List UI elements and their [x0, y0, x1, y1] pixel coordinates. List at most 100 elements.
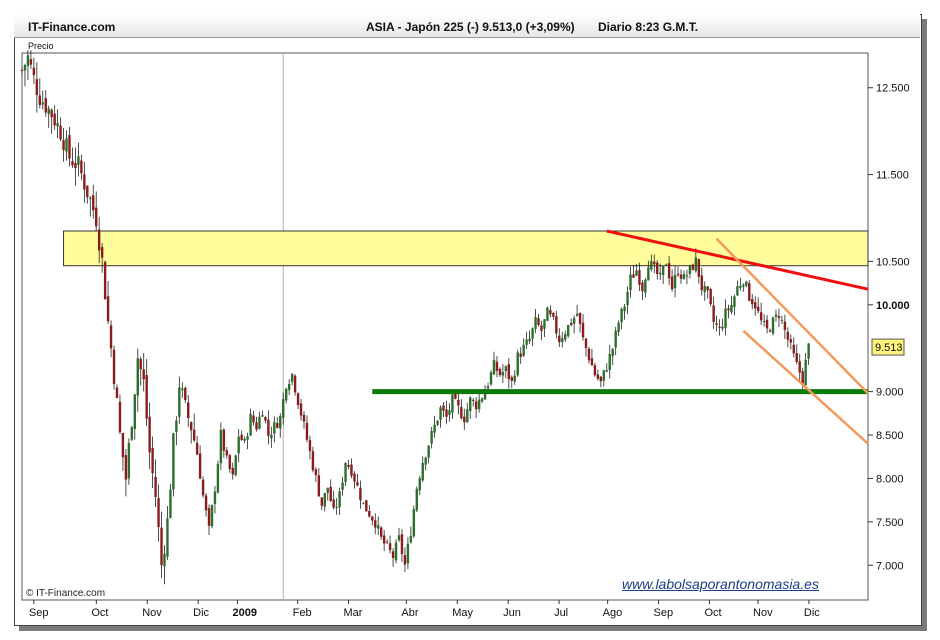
candle-body [756, 306, 760, 311]
candle-body [225, 450, 229, 456]
candle-body [635, 270, 638, 276]
candle-body [314, 469, 318, 476]
candle-body [679, 274, 683, 279]
candle-body [480, 398, 484, 402]
candle-body [243, 438, 246, 441]
x-tick-label: Feb [293, 607, 312, 619]
candle-body [620, 308, 623, 323]
candle-body [448, 410, 451, 415]
candle-body [252, 415, 255, 423]
candle-body [564, 334, 567, 340]
candle-body [715, 323, 718, 325]
candle-body [391, 551, 395, 558]
candle-body [249, 413, 252, 436]
candle-body [371, 516, 374, 521]
candle-body [362, 502, 365, 504]
y-tick-label: 8.000 [876, 473, 904, 485]
candle-body [596, 374, 600, 379]
candle-body [195, 442, 199, 455]
candle-body [691, 264, 695, 270]
candle-body [255, 422, 258, 430]
candle-body [142, 369, 145, 380]
candle-body [201, 479, 205, 496]
candle-body [644, 279, 647, 293]
candle-body [29, 59, 33, 65]
candle-body [326, 487, 329, 493]
candle-body [626, 292, 629, 306]
copyright: © IT-Finance.com [26, 588, 106, 599]
candle-body [472, 399, 475, 401]
candle-body [661, 265, 665, 276]
candle-body [676, 273, 680, 276]
candle-body [216, 463, 220, 493]
candle-body [442, 405, 445, 411]
candle-body [531, 328, 534, 339]
candle-body [495, 361, 499, 371]
candle-body [786, 331, 790, 340]
candle-body [498, 368, 502, 376]
candle-body [406, 543, 410, 564]
candle-body [721, 326, 724, 329]
candle-body [439, 407, 442, 420]
candle-body [92, 195, 95, 211]
candle-body [311, 451, 315, 471]
candle-body [584, 338, 588, 348]
candle-body [118, 401, 122, 433]
candle-body [436, 420, 439, 425]
candle-body [611, 349, 614, 357]
candle-body [121, 433, 125, 458]
candle-body [477, 399, 481, 410]
candle-body [783, 321, 787, 330]
candle-body [344, 462, 347, 482]
candle-body [427, 445, 430, 458]
candle-body [593, 365, 597, 376]
candle-body [264, 417, 267, 421]
candle-body [724, 308, 727, 329]
channel-upper-line [715, 237, 869, 395]
candle-body [341, 482, 344, 490]
candle-body [543, 319, 546, 329]
candle-body [86, 185, 89, 198]
x-tick-label: Dic [804, 607, 820, 619]
last-price-badge [871, 338, 905, 356]
candle-body [160, 527, 163, 566]
candle-body [71, 160, 74, 166]
candle-body [368, 511, 371, 517]
candle-body [97, 229, 101, 251]
candle-body [287, 383, 291, 391]
candle-body [302, 414, 306, 422]
candle-body [204, 495, 208, 511]
candle-body [733, 296, 736, 308]
candle-body [667, 263, 671, 279]
candle-body [525, 339, 528, 345]
candles [20, 50, 810, 585]
resistance-band [63, 230, 869, 267]
y-tick-label: 11.500 [876, 170, 909, 182]
candle-body [329, 486, 332, 502]
candle-body [228, 455, 231, 470]
candle-body [617, 322, 620, 332]
price-label: Precio [28, 41, 54, 51]
candle-body [653, 261, 656, 265]
candle-body [335, 506, 338, 509]
watermark-link[interactable]: www.labolsaporantonomasia.es [622, 576, 819, 592]
candle-body [759, 312, 763, 321]
candle-body [95, 207, 98, 227]
candle-body [581, 322, 585, 338]
candle-body [709, 289, 712, 305]
candle-body [697, 258, 700, 277]
site-title: IT-Finance.com [28, 20, 116, 34]
candle-body [540, 325, 543, 331]
candle-body [20, 69, 24, 71]
candle-body [727, 308, 730, 311]
candle-body [730, 304, 733, 313]
y-tick-label: 7.500 [876, 517, 904, 529]
candle-body [673, 274, 677, 289]
x-tick-label: 2009 [232, 607, 256, 619]
candle-body [192, 429, 196, 441]
candle-body [130, 427, 134, 440]
candle-body [237, 436, 240, 454]
candle-body [166, 518, 169, 557]
candle-body [56, 123, 59, 127]
